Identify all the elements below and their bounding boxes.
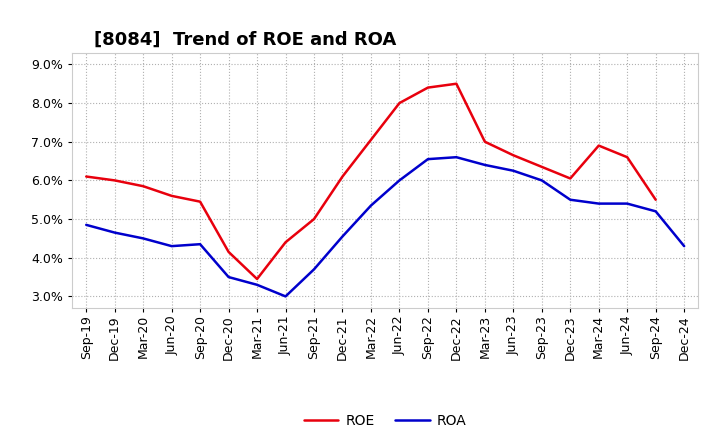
ROE <box>310 216 318 222</box>
ROE <box>82 174 91 179</box>
ROE <box>566 176 575 181</box>
ROA <box>452 154 461 160</box>
ROA <box>196 242 204 247</box>
ROA <box>366 203 375 208</box>
ROA <box>680 243 688 249</box>
ROA <box>566 197 575 202</box>
ROA <box>310 267 318 272</box>
ROA <box>623 201 631 206</box>
ROA <box>537 178 546 183</box>
ROA <box>253 282 261 287</box>
ROE <box>167 193 176 198</box>
ROE <box>139 183 148 189</box>
ROE <box>366 137 375 143</box>
ROE <box>452 81 461 86</box>
ROA <box>595 201 603 206</box>
Line: ROA: ROA <box>86 157 684 297</box>
ROE <box>395 100 404 106</box>
ROE <box>253 276 261 282</box>
ROE <box>196 199 204 204</box>
ROE <box>423 85 432 90</box>
ROE <box>110 178 119 183</box>
Text: [8084]  Trend of ROE and ROA: [8084] Trend of ROE and ROA <box>94 31 396 49</box>
ROA <box>110 230 119 235</box>
ROA <box>395 178 404 183</box>
ROA <box>139 236 148 241</box>
ROA <box>509 168 518 173</box>
ROE <box>480 139 489 144</box>
ROA <box>167 243 176 249</box>
ROA <box>338 234 347 239</box>
ROA <box>282 294 290 299</box>
ROE <box>282 240 290 245</box>
Line: ROE: ROE <box>86 84 656 279</box>
ROE <box>338 174 347 179</box>
ROE <box>623 154 631 160</box>
ROA <box>480 162 489 168</box>
ROE <box>225 249 233 255</box>
ROA <box>652 209 660 214</box>
ROE <box>509 153 518 158</box>
ROA <box>82 222 91 227</box>
ROA <box>225 275 233 280</box>
ROA <box>423 157 432 162</box>
Legend: ROE, ROA: ROE, ROA <box>298 409 472 434</box>
ROE <box>595 143 603 148</box>
ROE <box>652 197 660 202</box>
ROE <box>537 164 546 169</box>
